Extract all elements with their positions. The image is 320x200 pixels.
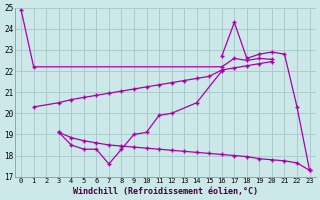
X-axis label: Windchill (Refroidissement éolien,°C): Windchill (Refroidissement éolien,°C) <box>73 187 258 196</box>
